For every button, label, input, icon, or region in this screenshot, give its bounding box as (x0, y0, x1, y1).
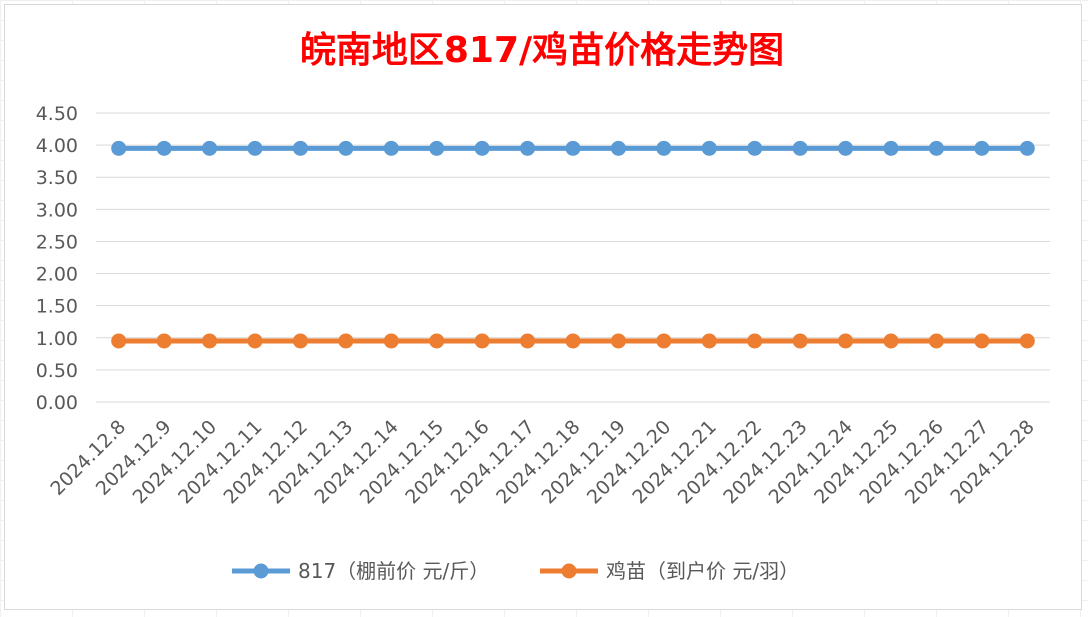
y-tick-label: 1.00 (36, 328, 78, 350)
y-tick-label: 0.00 (36, 392, 78, 414)
y-tick-label: 1.50 (36, 296, 78, 318)
series-1 (111, 140, 1035, 156)
data-point[interactable] (565, 140, 581, 156)
data-point[interactable] (883, 333, 899, 349)
data-point[interactable] (474, 140, 490, 156)
gridlines (96, 112, 1050, 403)
data-point[interactable] (338, 140, 354, 156)
data-point[interactable] (610, 333, 626, 349)
data-point[interactable] (1019, 140, 1035, 156)
y-tick-label: 3.50 (36, 167, 78, 189)
y-tick-label: 2.50 (36, 231, 78, 253)
legend-marker (253, 563, 269, 579)
legend-entry[interactable]: 鸡苗（到户价 元/羽） (540, 559, 799, 583)
data-point[interactable] (520, 333, 536, 349)
data-point[interactable] (792, 333, 808, 349)
data-point[interactable] (247, 333, 263, 349)
data-point[interactable] (429, 333, 445, 349)
y-tick-label: 2.00 (36, 264, 78, 286)
y-tick-label: 3.00 (36, 199, 78, 221)
data-point[interactable] (565, 333, 581, 349)
chart-area[interactable] (4, 4, 1082, 610)
x-axis-ticks: 2024.12.82024.12.92024.12.102024.12.1120… (46, 416, 1039, 508)
legend-entry[interactable]: 817（棚前价 元/斤） (232, 559, 489, 583)
data-point[interactable] (656, 333, 672, 349)
data-point[interactable] (656, 140, 672, 156)
data-point[interactable] (928, 333, 944, 349)
legend-marker (561, 563, 577, 579)
series-group (111, 140, 1035, 349)
data-point[interactable] (111, 140, 127, 156)
data-point[interactable] (610, 140, 626, 156)
data-point[interactable] (292, 333, 308, 349)
data-point[interactable] (928, 140, 944, 156)
data-point[interactable] (747, 333, 763, 349)
data-point[interactable] (474, 333, 490, 349)
data-point[interactable] (202, 333, 218, 349)
series-2 (111, 333, 1035, 349)
data-point[interactable] (974, 333, 990, 349)
chart-title: 皖南地区817/鸡苗价格走势图 (300, 30, 784, 71)
data-point[interactable] (383, 333, 399, 349)
data-point[interactable] (792, 140, 808, 156)
legend: 817（棚前价 元/斤） 鸡苗（到户价 元/羽） (232, 559, 799, 583)
data-point[interactable] (338, 333, 354, 349)
data-point[interactable] (1019, 333, 1035, 349)
data-point[interactable] (883, 140, 899, 156)
y-tick-label: 4.00 (36, 135, 78, 157)
data-point[interactable] (429, 140, 445, 156)
data-point[interactable] (747, 140, 763, 156)
data-point[interactable] (156, 140, 172, 156)
data-point[interactable] (202, 140, 218, 156)
y-tick-label: 0.50 (36, 360, 78, 382)
data-point[interactable] (156, 333, 172, 349)
data-point[interactable] (701, 333, 717, 349)
y-axis-ticks: 0.00 0.50 1.00 1.50 2.00 2.50 3.00 3.50 4.00 4.50 (36, 103, 78, 414)
legend-label: 817（棚前价 元/斤） (298, 559, 489, 583)
data-point[interactable] (383, 140, 399, 156)
data-point[interactable] (292, 140, 308, 156)
data-point[interactable] (111, 333, 127, 349)
data-point[interactable] (838, 140, 854, 156)
data-point[interactable] (520, 140, 536, 156)
data-point[interactable] (247, 140, 263, 156)
legend-label: 鸡苗（到户价 元/羽） (606, 559, 799, 583)
data-point[interactable] (974, 140, 990, 156)
data-point[interactable] (838, 333, 854, 349)
y-tick-label: 4.50 (36, 103, 78, 125)
data-point[interactable] (701, 140, 717, 156)
